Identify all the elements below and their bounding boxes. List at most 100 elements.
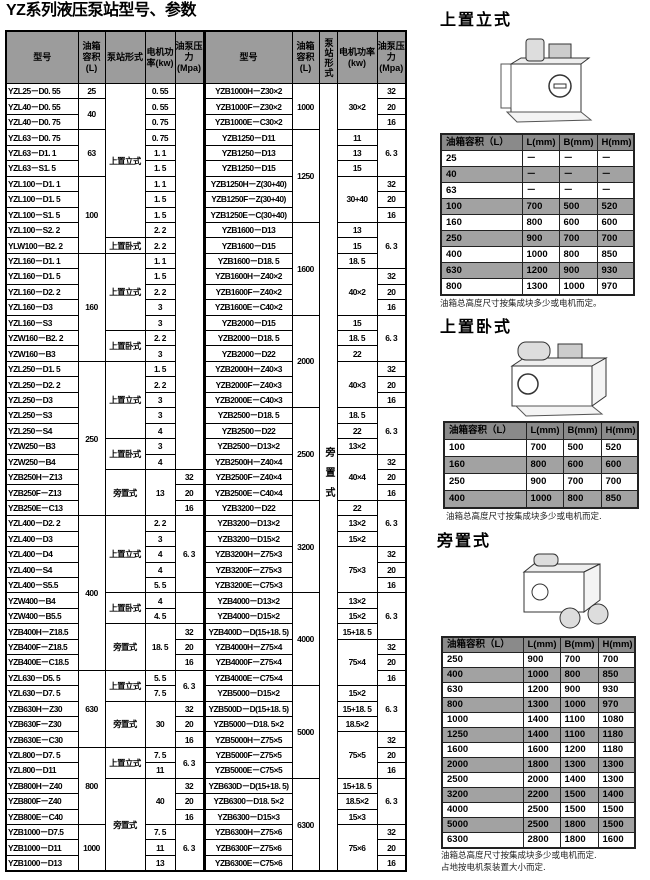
dimension-cell: 700 (562, 473, 602, 491)
model-cell: YZB2000－D22 (202, 345, 293, 362)
dimension-row: 100 700 500 520 (443, 439, 639, 457)
model-cell: YZB2000H－Z40×3 (202, 360, 293, 378)
column-header: 油箱容积(L) (291, 30, 320, 84)
column-header: 油泵压力(Mpa) (376, 30, 407, 84)
table-row: YZB1000－D7.5 1000 7. 5 6. 3 YZB6300H－Z75×6 75… (5, 823, 407, 872)
value-cell: 32 (376, 638, 407, 656)
value-cell: 1000 (291, 82, 320, 131)
dimension-row: 40 －－－ (440, 166, 635, 183)
dimension-cell: 1600 (522, 742, 561, 758)
value-cell: 20 (376, 654, 407, 671)
dimension-row: 63 －－－ (440, 182, 635, 199)
table-row: YZW250－B4 4 YZB2500H－Z40×4 40×4 32 (5, 453, 407, 501)
table-row: YZB630F－Z30 20 YZB5000－D18. 5×2 18.5×2 (5, 715, 406, 733)
model-cell: YZB4000F－Z75×4 (202, 654, 293, 671)
column-header: 型号 (202, 30, 293, 84)
value-cell: 3 (144, 345, 176, 362)
model-cell: YZL160－D2. 2 (5, 283, 79, 301)
column-header: 泵站形式 (318, 30, 338, 84)
model-cell: YZB630H－Z30 (5, 700, 79, 717)
pump-station-model-table: 型号 油箱容积(L) 泵站形式 电机功率(kw) 油泵压力(Mpa) 型号 油箱容积(L) 泵… (5, 30, 407, 873)
value-cell: 16 (376, 576, 407, 594)
table-row: YZL250－D1. 5 250 上置立式 1. 5 YZB2000H－Z40×3 40×… (5, 360, 407, 517)
value-cell: 旁置式 (104, 700, 146, 748)
value-cell: 4. 5 (144, 607, 176, 625)
value-cell: 4 (144, 422, 176, 440)
value-cell: 上置卧式 (104, 237, 146, 254)
dimension-cell: 1400 (559, 772, 599, 788)
value-cell: 40×4 (336, 453, 378, 501)
dimension-cell: 6300 (441, 832, 524, 849)
dimension-cell: 160 (443, 456, 527, 474)
dimension-cell: 800 (441, 697, 524, 713)
dimension-row: 100 700 500 520 (440, 198, 635, 215)
model-cell: YZB1600－D18. 5 (202, 252, 293, 270)
dimension-header-row: 油箱容积（L） L(mm) B(mm) H(mm) (441, 636, 636, 653)
dimension-cell: 800 (559, 667, 599, 683)
value-cell: 5. 5 (144, 669, 176, 687)
value-cell: 0. 55 (144, 98, 176, 115)
dimension-cell: 700 (559, 652, 599, 668)
value-cell: 32 (174, 623, 205, 640)
column-header: 油泵压力(Mpa) (174, 30, 205, 84)
dimension-cell: 500 (562, 439, 602, 457)
column-header: 型号 (5, 30, 79, 84)
table-row: YZL40－D0. 75 0. 75 YZB1000E－C30×2 16 (5, 113, 407, 131)
value-cell: 1. 5 (144, 206, 176, 223)
dimension-cell: 1800 (559, 817, 599, 833)
value-cell: 6. 3 (376, 499, 407, 548)
model-cell: YZL160－D1. 1 (5, 252, 79, 270)
value-cell: 20 (174, 638, 205, 656)
model-cell: YZB800E－C40 (5, 808, 79, 826)
value-cell: 4 (144, 592, 176, 609)
dimension-cell: 850 (596, 246, 635, 263)
table-row: YZL250－S3 3 YZB2500－D18. 5 2500 18. 5 6. 3 (5, 407, 407, 501)
dimension-cell: 2500 (522, 802, 561, 818)
dimension-cell: B(mm) (558, 133, 598, 151)
value-cell: 16 (174, 499, 205, 517)
dimension-row: 800 1300 1000 970 (441, 697, 636, 713)
dimension-cell: H(mm) (597, 636, 636, 653)
value-cell: 20 (376, 561, 407, 579)
value-cell: 2000 (291, 314, 320, 409)
value-cell: 上置卧式 (104, 330, 146, 362)
model-cell: YZW400－B4 (5, 592, 79, 609)
model-cell: YZL400－D2. 2 (5, 515, 79, 532)
model-cell: YZB5000－D15×2 (202, 685, 293, 702)
value-cell: 15+18. 5 (336, 623, 378, 640)
value-cell: 11 (144, 839, 176, 856)
value-cell: 20 (376, 468, 407, 486)
station-type-cell: 旁置式 (318, 83, 338, 872)
value-cell: 1. 5 (144, 268, 176, 285)
model-cell: YZB1250－D15 (202, 160, 293, 177)
model-cell: YZB6300－D15×3 (202, 808, 293, 826)
model-cell: YZB1250F－Z(30+40) (202, 191, 293, 208)
value-cell: 2. 2 (144, 515, 176, 532)
model-cell: YZL100－D1. 1 (5, 175, 79, 193)
value-cell: 75×4 (336, 638, 378, 687)
top-vertical-pump-station-image (500, 38, 593, 123)
dimension-cell: L(mm) (522, 636, 561, 653)
model-cell: YZB630F－Z30 (5, 715, 79, 733)
dimension-row: 5000 2500 1800 1500 (441, 817, 636, 833)
value-cell: 32 (174, 700, 205, 717)
dimension-cell: 1000 (559, 697, 599, 713)
value-cell: 20 (376, 376, 407, 393)
model-cell: YZL250－D2. 2 (5, 376, 79, 393)
dimension-cell: 1000 (521, 246, 560, 263)
dimension-cell: 250 (443, 473, 527, 491)
dimension-header-row: 油箱容积（L） L(mm) B(mm) H(mm) (443, 421, 639, 440)
column-header: 泵站形式 (104, 30, 146, 84)
value-cell: 旁置式 (104, 623, 146, 671)
value-cell: 0. 75 (144, 113, 176, 131)
value-cell: 32 (376, 82, 407, 100)
dimension-row: 4000 2500 1500 1500 (441, 802, 636, 818)
table-row: YZB400H－Z18.5 旁置式 18. 5 32 YZB400D－D(15+18. … (5, 623, 406, 671)
model-cell: YZB250F－Z13 (5, 484, 79, 501)
table-row: YZL40－D0. 55 40 0. 55 YZB1000F－Z30×2 20 (5, 98, 407, 131)
value-cell: 旁置式 (104, 777, 146, 872)
value-cell: 1000 (77, 824, 106, 872)
dimension-cell: 1800 (522, 757, 561, 773)
dimension-cell: 5000 (441, 817, 524, 833)
value-cell: 32 (376, 175, 407, 193)
